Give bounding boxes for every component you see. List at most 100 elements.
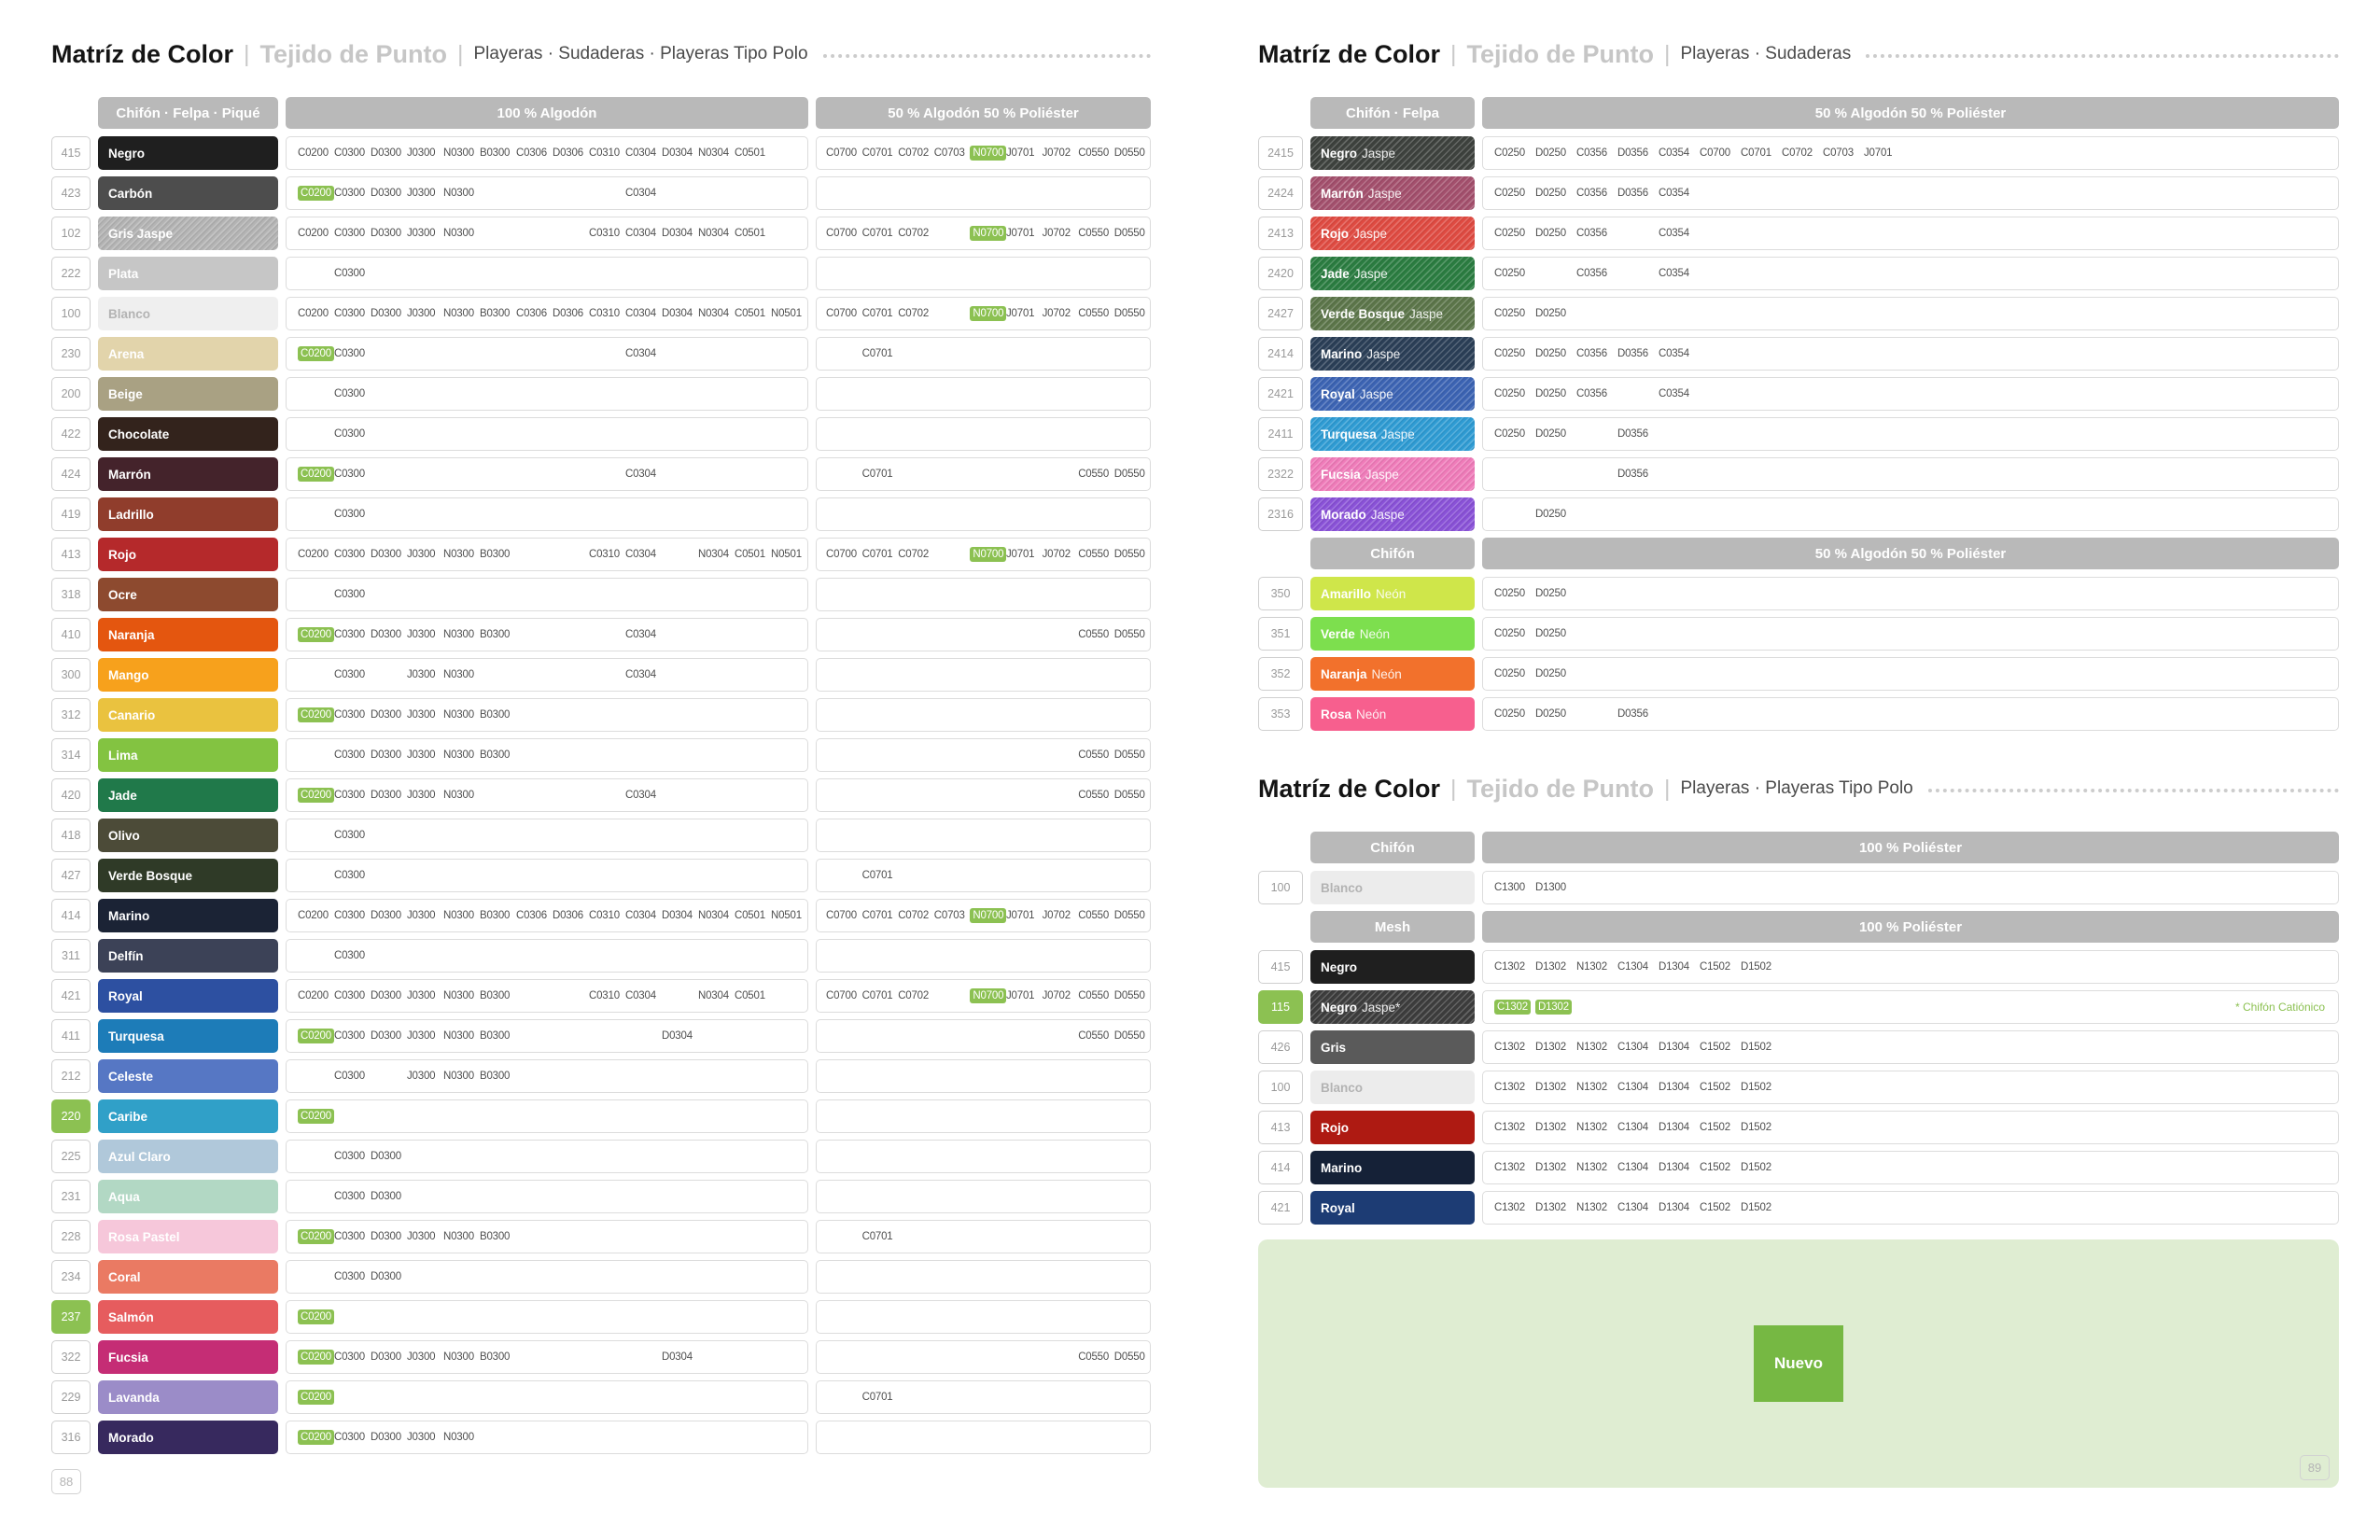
- fabric-code: J0701: [1006, 228, 1035, 239]
- fabric-code: D0550: [1113, 469, 1145, 480]
- color-name-suffix: Jaspe: [1353, 266, 1388, 281]
- color-swatch: Beige: [98, 377, 278, 411]
- color-swatch: Rojo: [1310, 1111, 1475, 1144]
- fabric-code: J0300: [407, 790, 436, 801]
- color-row: 352 Naranja Neón C0250 D0250: [1258, 657, 2339, 691]
- color-name-suffix: Jaspe: [1366, 346, 1401, 361]
- fabric-code: J0300: [407, 147, 436, 159]
- fabric-code: D1300: [1535, 882, 1566, 893]
- fabric-code: J0702: [1042, 990, 1071, 1001]
- fabric-code: B0300: [480, 910, 511, 921]
- color-swatch: Naranja: [98, 618, 278, 651]
- fabric-code: C0250: [1494, 588, 1525, 599]
- fabric-code: C0701: [861, 549, 893, 560]
- fabric-code: C1302: [1494, 1202, 1525, 1213]
- codes-cell: C0550 D0550: [816, 618, 1151, 651]
- fabric-code: D1304: [1659, 1082, 1689, 1093]
- fabric-code: N1302: [1576, 961, 1607, 973]
- fabric-code: C0300: [334, 228, 365, 239]
- color-number-badge: 230: [51, 337, 91, 371]
- fabric-code: C0300: [334, 830, 365, 841]
- color-table: Chifón · Felpa 50 % Algodón 50 % Poliéste…: [1258, 97, 2339, 731]
- color-swatch: Ocre: [98, 578, 278, 611]
- fabric-code: C0310: [589, 990, 620, 1001]
- color-name: Salmón: [108, 1309, 154, 1324]
- fabric-code: C0700: [826, 990, 857, 1001]
- fabric-code: D0250: [1535, 348, 1566, 359]
- color-swatch: Rosa Pastel: [98, 1220, 278, 1253]
- fabric-code: C0550: [1078, 308, 1110, 319]
- fabric-code: D1502: [1741, 1122, 1771, 1133]
- color-name: Fucsia: [1321, 467, 1361, 482]
- color-swatch: Mango: [98, 658, 278, 692]
- color-row: 115 Negro Jaspe* C1302 D1302 * Chifón Catióni…: [1258, 990, 2339, 1024]
- codes-cell: C0250 D0250 C0356 C0354: [1482, 217, 2339, 250]
- color-number-badge: 300: [51, 658, 91, 692]
- fabric-code: D0250: [1535, 628, 1566, 639]
- fabric-code: C1502: [1700, 1202, 1730, 1213]
- color-number-badge: 231: [51, 1180, 91, 1213]
- color-number-badge: 2322: [1258, 457, 1303, 491]
- color-swatch: Marrón Jaspe: [1310, 176, 1475, 210]
- fabric-code: N0700: [970, 547, 1007, 562]
- color-number-badge: 413: [51, 538, 91, 571]
- color-number-badge: 100: [1258, 1071, 1303, 1104]
- title-sub: Tejido de Punto: [1466, 774, 1654, 803]
- color-number-badge: 424: [51, 457, 91, 491]
- color-number-badge: 102: [51, 217, 91, 250]
- color-number-badge: 427: [51, 859, 91, 892]
- fabric-code: N0300: [443, 669, 474, 680]
- fabric-code: D0300: [371, 1151, 401, 1162]
- fabric-code: C0356: [1576, 228, 1607, 239]
- fabric-code: D0356: [1617, 469, 1648, 480]
- fabric-code: D0304: [662, 1030, 693, 1042]
- color-number-badge: 222: [51, 257, 91, 290]
- fabric-code: N0501: [771, 910, 802, 921]
- fabric-code: N0300: [443, 1231, 474, 1242]
- fabric-code: C1304: [1617, 1162, 1648, 1173]
- fabric-code: N0300: [443, 147, 474, 159]
- fabric-code: D1502: [1741, 961, 1771, 973]
- color-row: 316 Morado C0200 C0300 D0300 J0300 N0300: [51, 1421, 1151, 1454]
- color-name-suffix: Jaspe: [1359, 386, 1393, 401]
- fabric-code: D0250: [1535, 308, 1566, 319]
- fabric-header: Mesh: [1310, 911, 1475, 943]
- color-row: 2411 Turquesa Jaspe C0250 D0250 D0356: [1258, 417, 2339, 451]
- fabric-code: C1502: [1700, 1082, 1730, 1093]
- codes-cell: C0200: [286, 1380, 808, 1414]
- codes-cell: C1302 D1302 N1302 C1304 D1304 C1502 D1502: [1482, 1071, 2339, 1104]
- codes-cell: C0200 C0300 D0300 J0300 N0300 B0300 C0304: [286, 618, 808, 651]
- color-swatch: Verde Bosque: [98, 859, 278, 892]
- fabric-code: C0300: [334, 1191, 365, 1202]
- color-swatch: Jade Jaspe: [1310, 257, 1475, 290]
- fabric-code: D0250: [1535, 147, 1566, 159]
- table-header: Chifón · Felpa 50 % Algodón 50 % Poliéste…: [1258, 97, 2339, 129]
- fabric-code: C0304: [625, 228, 656, 239]
- fabric-code: D1502: [1741, 1042, 1771, 1053]
- color-swatch: Blanco: [1310, 1071, 1475, 1104]
- fabric-code: D1304: [1659, 1042, 1689, 1053]
- fabric-code: C0200: [298, 147, 329, 159]
- fabric-code: C0200: [298, 1350, 334, 1365]
- fabric-code: J0701: [1006, 147, 1035, 159]
- codes-cell: C1302 D1302 N1302 C1304 D1304 C1502 D1502: [1482, 1151, 2339, 1184]
- fabric-code: D0550: [1113, 990, 1145, 1001]
- color-swatch: Carbón: [98, 176, 278, 210]
- fabric-code: N0300: [443, 1071, 474, 1082]
- fabric-code: J0300: [407, 1231, 436, 1242]
- color-number-badge: 415: [1258, 950, 1303, 984]
- color-row: 419 Ladrillo C0300: [51, 497, 1151, 531]
- color-row: 415 Negro C1302 D1302 N1302 C1304 D1304 C1502 D1…: [1258, 950, 2339, 984]
- codes-cell: C0250 C0356 C0354: [1482, 257, 2339, 290]
- color-name: Rosa Pastel: [108, 1229, 180, 1244]
- fabric-code: B0300: [480, 147, 511, 159]
- codes-cell: [816, 1180, 1151, 1213]
- color-name-suffix: Jaspe: [1365, 467, 1399, 482]
- fabric-code: D0300: [371, 228, 401, 239]
- color-row: 100 Blanco C0200 C0300 D0300 J0300 N0300 B0300 C…: [51, 297, 1151, 330]
- fabric-code: C0550: [1078, 147, 1110, 159]
- fabric-code: D0356: [1617, 708, 1648, 720]
- title-separator: |: [1450, 775, 1457, 802]
- color-row: 2322 Fucsia Jaspe D0356: [1258, 457, 2339, 491]
- fabric-code: N0300: [443, 910, 474, 921]
